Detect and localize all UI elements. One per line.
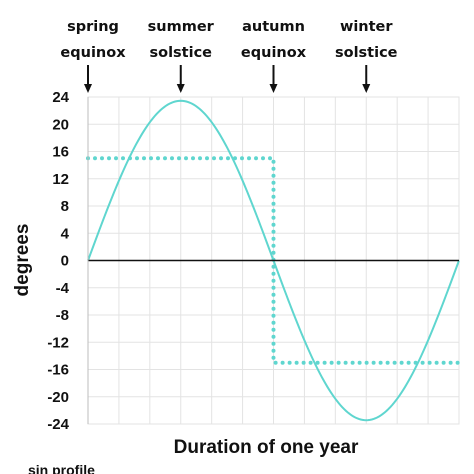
- season-annotation: winter solstice: [335, 19, 398, 93]
- y-tick-label: -12: [47, 334, 69, 351]
- y-tick-labels: 24 20 16 12 8 4 0 -4 -8 -12 -16 -20 -24: [47, 89, 69, 433]
- y-tick-label: -16: [47, 362, 69, 379]
- annotation-line1: winter: [340, 19, 393, 35]
- y-tick-label: 12: [52, 171, 69, 188]
- season-annotation: summer solstice: [148, 19, 215, 93]
- y-tick-label: -24: [47, 416, 69, 433]
- down-arrow-icon: [176, 84, 185, 93]
- y-tick-label: 20: [52, 116, 69, 133]
- season-annotation: spring equinox: [60, 19, 126, 93]
- y-tick-label: 8: [61, 198, 69, 215]
- down-arrow-icon: [362, 84, 371, 93]
- chart-caption: sin profile: [28, 462, 95, 474]
- y-tick-label: -20: [47, 389, 69, 406]
- down-arrow-icon: [269, 84, 278, 93]
- annotation-line2: equinox: [241, 45, 307, 61]
- season-annotation: autumn equinox: [241, 19, 307, 93]
- y-axis-title: degrees: [12, 224, 33, 297]
- annotation-line1: spring: [67, 19, 119, 35]
- down-arrow-icon: [84, 84, 92, 93]
- annotation-line1: summer: [148, 19, 215, 35]
- annotation-line2: equinox: [60, 45, 126, 61]
- y-tick-label: 24: [52, 89, 69, 106]
- y-tick-label: 0: [61, 253, 69, 270]
- season-annotations: spring equinox summer solstice autumn equinox…: [60, 19, 398, 93]
- x-axis-title: Duration of one year: [174, 437, 359, 458]
- annotation-line2: solstice: [335, 45, 398, 61]
- y-tick-label: 4: [61, 225, 70, 242]
- y-tick-label: -8: [56, 307, 69, 324]
- axes: [87, 97, 459, 424]
- annotation-line2: solstice: [149, 45, 212, 61]
- y-tick-label: -4: [56, 280, 70, 297]
- annotation-line1: autumn: [242, 19, 305, 35]
- y-tick-label: 16: [52, 144, 69, 161]
